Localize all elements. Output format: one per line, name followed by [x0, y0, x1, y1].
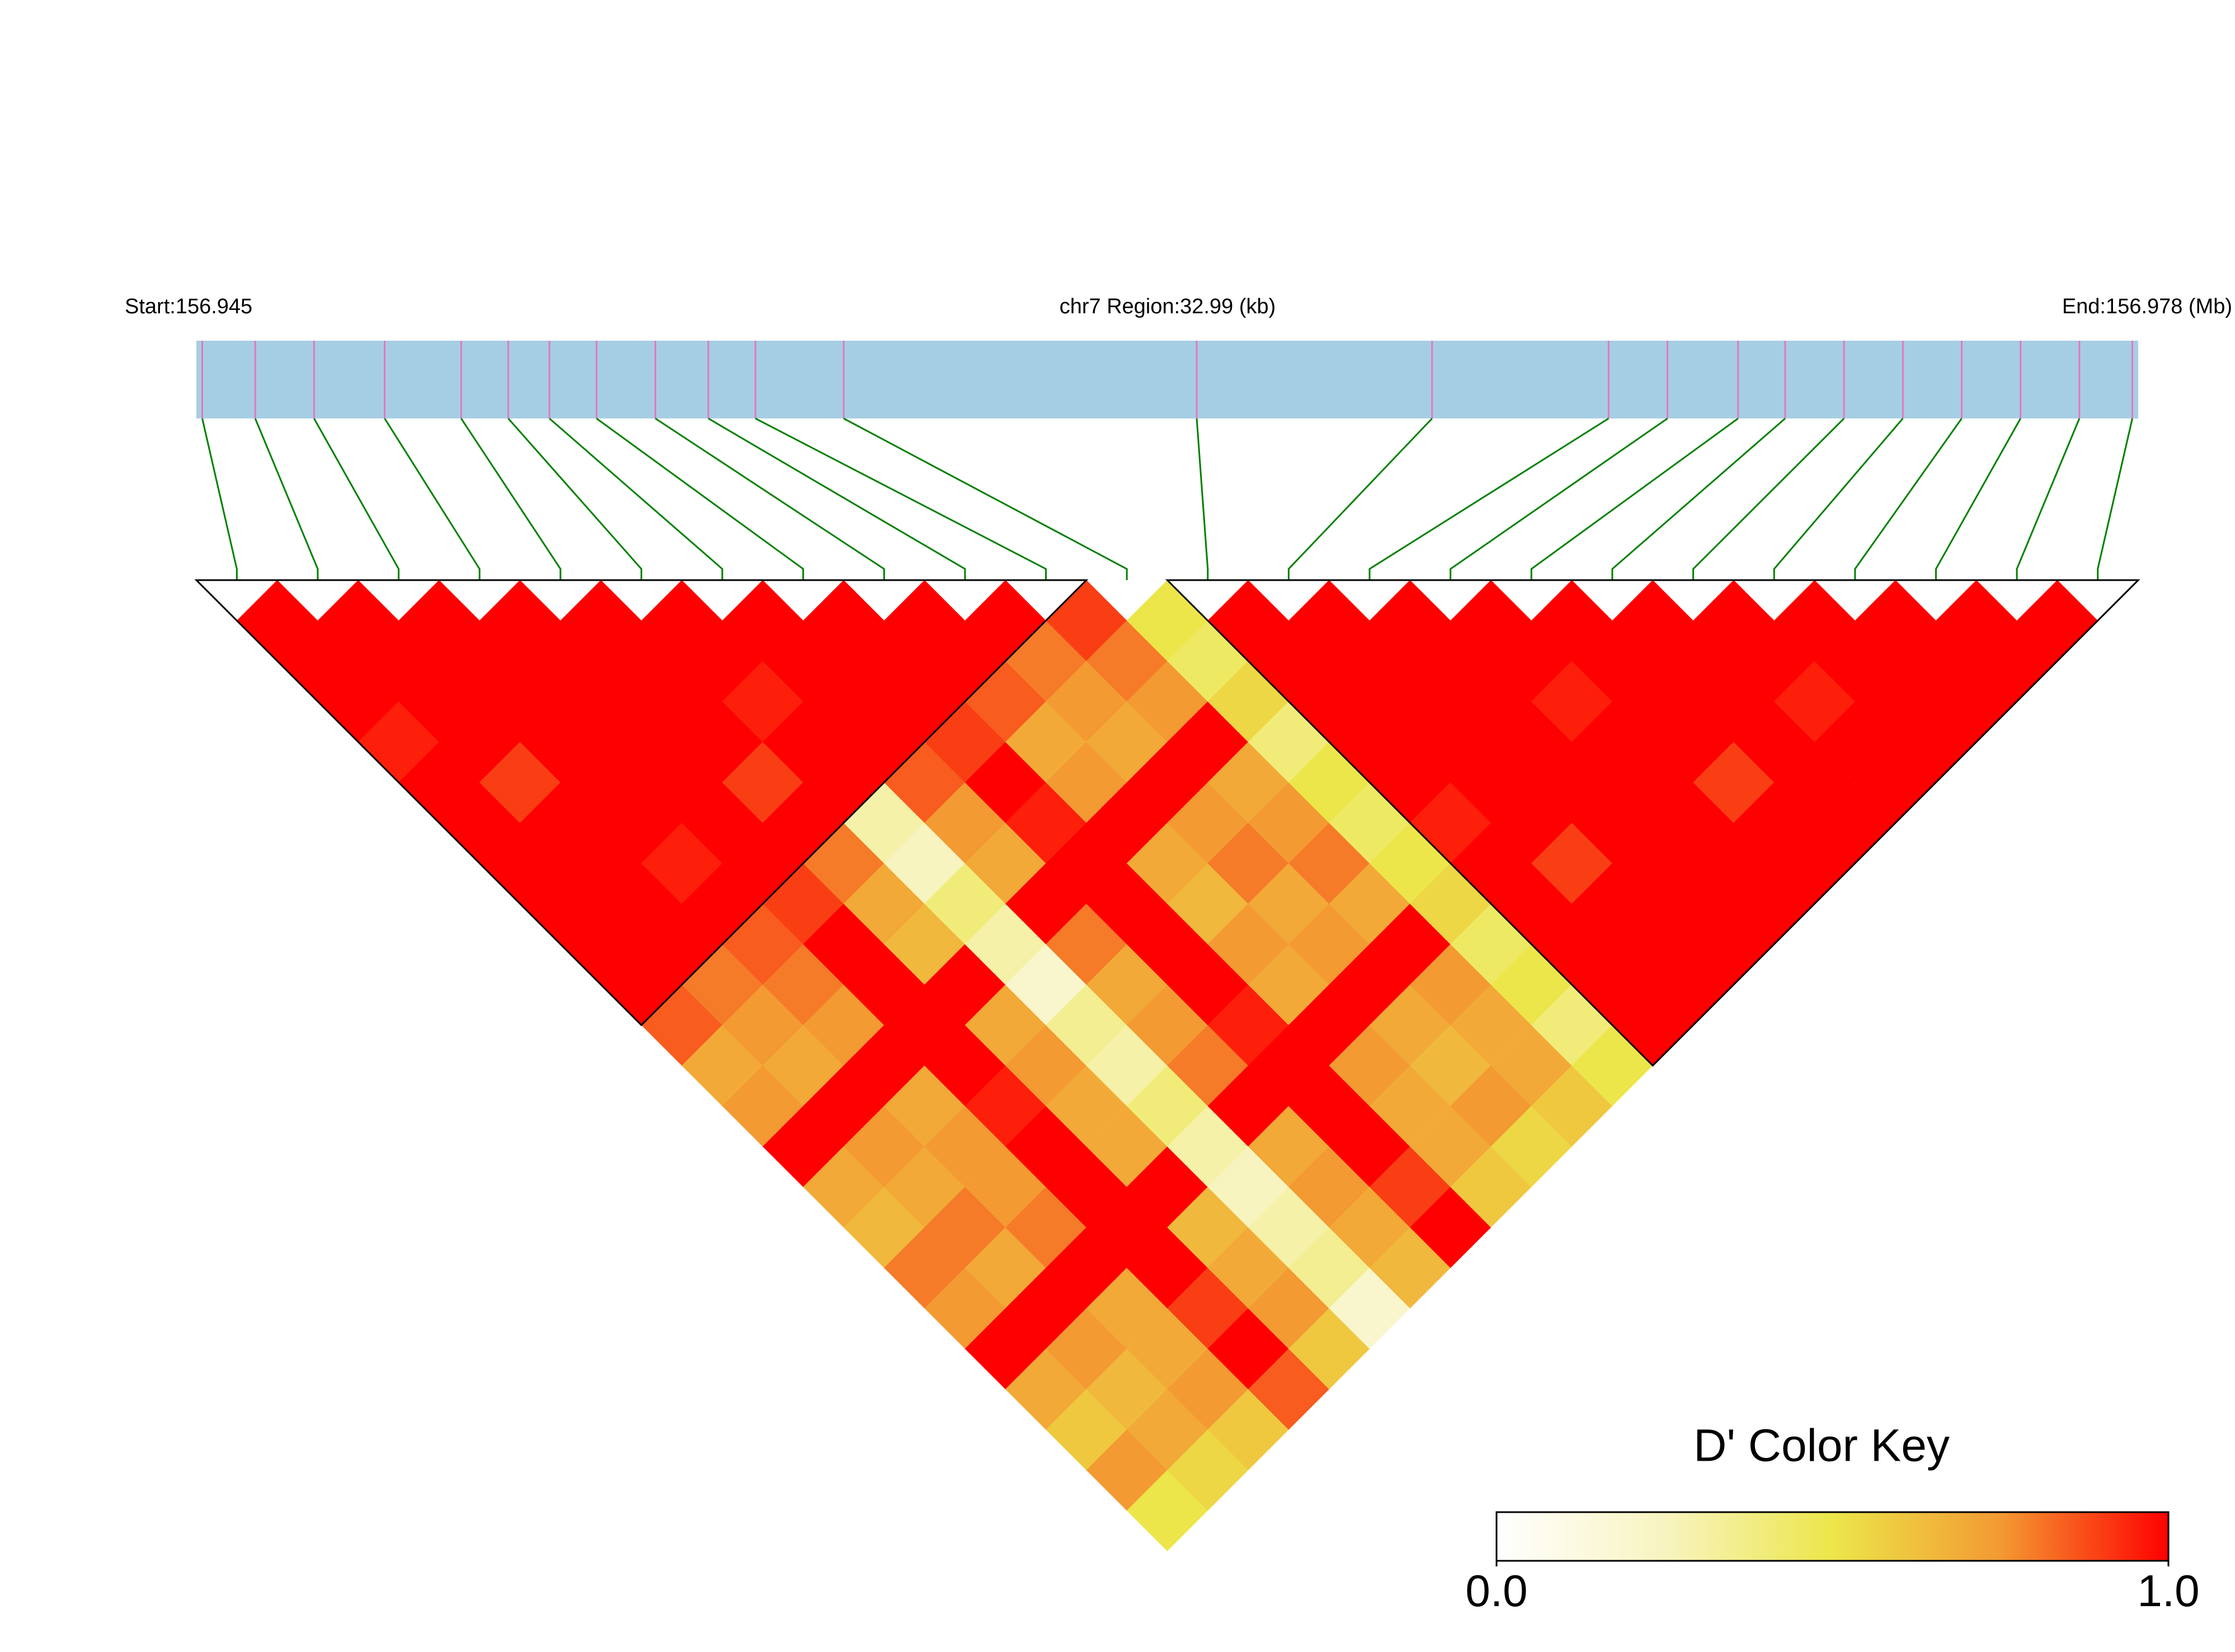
start-label: Start:156.945: [125, 295, 252, 318]
snp-connector: [1935, 418, 2021, 580]
snp-connector: [460, 418, 562, 580]
snp-connector: [313, 418, 400, 580]
snp-connector: [1196, 418, 1209, 580]
snp-connector: [1773, 418, 1904, 580]
snp-connector: [708, 417, 966, 580]
region-label: chr7 Region:32.99 (kb): [1060, 295, 1276, 318]
snp-connector: [596, 417, 804, 580]
snp-connector: [2016, 418, 2081, 580]
snp-connector: [1450, 417, 1668, 580]
snp-connector: [843, 417, 1128, 580]
snp-connector: [655, 417, 885, 580]
snp-connector: [1692, 417, 1845, 580]
ld-block-outline: [1165, 579, 2140, 1067]
key-title: D' Color Key: [1693, 1420, 1950, 1471]
snp-connector: [2097, 418, 2133, 580]
snp-connector: [1368, 417, 1610, 580]
key-tick-label: 0.0: [1465, 1566, 1527, 1616]
position-bar: [196, 341, 2138, 418]
end-label: End:156.978 (Mb): [2062, 295, 2232, 318]
snp-connector: [1854, 418, 1963, 580]
snp-connector: [1287, 417, 1433, 580]
snp-connector: [549, 417, 723, 580]
snp-connector: [507, 418, 642, 580]
key-tick-label: 1.0: [2137, 1566, 2199, 1616]
snp-connector: [1530, 417, 1739, 580]
snp-connector: [201, 418, 238, 580]
color-key: [1495, 1511, 2170, 1562]
snp-connector: [384, 418, 481, 580]
snp-connector: [1611, 417, 1786, 580]
ld-block-outline: [194, 579, 1089, 1027]
snp-connector: [755, 417, 1047, 580]
snp-connector: [254, 418, 319, 580]
